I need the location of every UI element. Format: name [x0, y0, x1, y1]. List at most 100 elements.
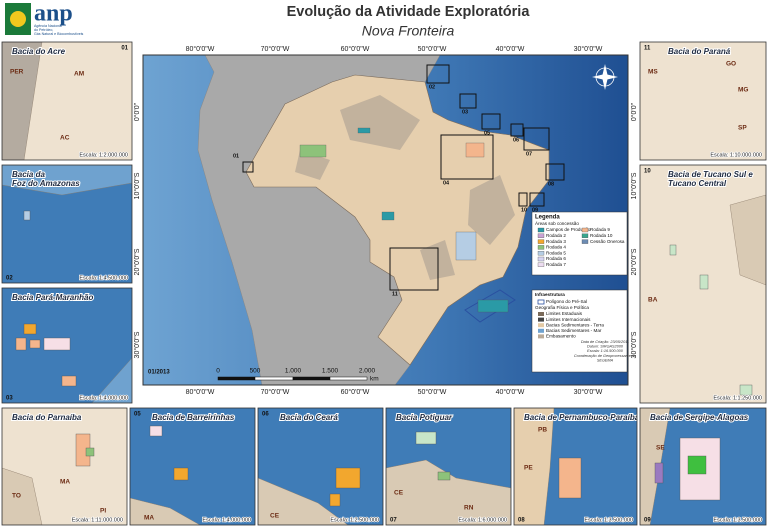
- inset-scale: Escala: 1:2.000.000: [79, 152, 128, 158]
- inset-box: [389, 247, 439, 291]
- legend-label: Rodada 9: [590, 227, 610, 232]
- scale-bar-label: 0: [216, 368, 220, 375]
- legend-label: Embasamento: [546, 334, 576, 339]
- latitude-label: 0°0'0": [133, 102, 141, 121]
- legend-swatch: [581, 227, 589, 233]
- inset-number: 09: [644, 518, 651, 524]
- inset-box-label: 06: [513, 137, 519, 143]
- inset-number: 03: [6, 396, 13, 402]
- logo-text: anp: [34, 1, 73, 27]
- inset-box: [510, 123, 524, 137]
- logo-sun: [10, 11, 26, 27]
- inset-area: [91, 357, 132, 403]
- inset-title: Bacia do Paraná: [668, 47, 731, 56]
- inset-map: MS GO MG SP Bacia do Paraná 11 Escala: 1:10.00…: [640, 42, 766, 160]
- longitude-label: 50°0'0"W: [418, 388, 447, 396]
- scale-bar-segment: [217, 376, 256, 381]
- inset-box: [518, 192, 528, 207]
- page-title: Evolução da Atividade Exploratória: [287, 4, 531, 20]
- place-label: MA: [144, 515, 154, 522]
- concession-block: [15, 337, 27, 351]
- scale-bar-segment: [292, 376, 331, 381]
- main-map-frame: [142, 54, 629, 386]
- legend-label: Bacias Sedimentares - Mar: [546, 328, 602, 333]
- inset-box: [545, 163, 565, 181]
- inset-area: [130, 497, 201, 525]
- inset-scale: Escala: 1:4.000.000: [202, 517, 251, 523]
- compass-needle: [592, 74, 618, 80]
- latitude-label: 20°0'0"S: [133, 248, 141, 275]
- inset-map: MA TO PI Bacia do Parnaíba Escala: 1:11.000.…: [2, 408, 127, 525]
- legend-swatch: [537, 227, 545, 233]
- concession-block: [329, 493, 341, 507]
- concession-block: [558, 457, 582, 499]
- latitude-label: 30°0'0"S: [630, 331, 638, 358]
- inset-scale: Escala: 1:4.500.000: [79, 275, 128, 281]
- legend-label: Cessão Onerosa: [590, 239, 625, 244]
- inset-number: 11: [644, 46, 651, 52]
- place-label: MS: [648, 69, 658, 76]
- inset-title: Bacia de Tucano Sul e: [668, 170, 753, 179]
- inset-scale: Escala: 1:3.500.000: [713, 517, 762, 523]
- concession-block: [437, 471, 451, 481]
- inset-box: [529, 192, 545, 207]
- latitude-label: 10°0'0"S: [133, 172, 141, 199]
- inset-box: [242, 161, 254, 173]
- longitude-label: 60°0'0"W: [341, 388, 370, 396]
- inset-frame: [513, 407, 638, 526]
- place-label: SE: [656, 445, 665, 452]
- longitude-label: 50°0'0"W: [418, 45, 447, 53]
- concession-block: [699, 274, 709, 290]
- inset-box-label: 05: [484, 130, 490, 136]
- inset-frame: [639, 41, 767, 161]
- inset-title: Bacia Pará-Maranhão: [12, 293, 93, 302]
- inset-map: CE Bacia do Ceará 06 Escala: 1:2.500.000: [258, 408, 383, 525]
- legend-label: Campos de Produção: [546, 227, 591, 232]
- latitude-label: 10°0'0"S: [630, 172, 638, 199]
- place-label: GO: [726, 61, 736, 68]
- scale-bar-label: 1.000: [285, 368, 302, 375]
- map-date: 01/2013: [148, 370, 170, 376]
- credit-line: SEGEMA: [597, 358, 614, 362]
- legend-swatch: [581, 239, 589, 244]
- inset-background: [640, 42, 766, 160]
- inset-area: [2, 42, 43, 160]
- legend-label: Rodada 3: [546, 239, 566, 244]
- longitude-label: 80°0'0"W: [186, 388, 215, 396]
- inset-frame: [257, 407, 384, 526]
- inset-area: [2, 165, 132, 196]
- latitude-label: 0°0'0": [630, 102, 638, 121]
- scale-bar-label: 500: [250, 368, 261, 375]
- concession-block: [23, 210, 31, 221]
- inset-number: 08: [518, 518, 525, 524]
- legend-swatch: [538, 323, 544, 328]
- embasamento: [468, 175, 515, 245]
- concession-block: [654, 462, 664, 484]
- inset-box: [481, 113, 501, 130]
- place-label: CE: [394, 490, 404, 497]
- inset-map: CE RN Bacia Potiguar 07 Escala: 1:6.000.000: [386, 408, 511, 525]
- legend-swatch: [537, 251, 545, 256]
- inset-box-label: 07: [526, 151, 532, 157]
- inset-title: Bacia do Parnaíba: [12, 413, 82, 422]
- latitude-label: 30°0'0"S: [133, 331, 141, 358]
- inset-frame: [129, 407, 256, 526]
- inset-scale: Escala: 1:1.250.000: [713, 395, 762, 401]
- scale-bar-segment: [254, 376, 294, 381]
- inset-scale: Escala: 1:2.500.000: [330, 517, 379, 523]
- inset-box-label: 09: [532, 207, 538, 213]
- legend-label: Rodada 2: [546, 233, 566, 238]
- legend-swatch: [538, 334, 544, 339]
- longitude-label: 60°0'0"W: [341, 45, 370, 53]
- longitude-label: 70°0'0"W: [261, 45, 290, 53]
- credit-line: Datum: SIRGAS2000: [587, 345, 624, 349]
- inset-area: [258, 477, 349, 525]
- place-label: AM: [74, 71, 84, 78]
- legend-label: Bacias Sedimentares - Terra: [546, 322, 604, 327]
- scale-bar-segment: [329, 376, 368, 381]
- concession-block: [85, 447, 95, 457]
- longitude-label: 70°0'0"W: [261, 388, 290, 396]
- legend-swatch: [537, 256, 545, 262]
- legend-label: Rodada 7: [546, 262, 566, 267]
